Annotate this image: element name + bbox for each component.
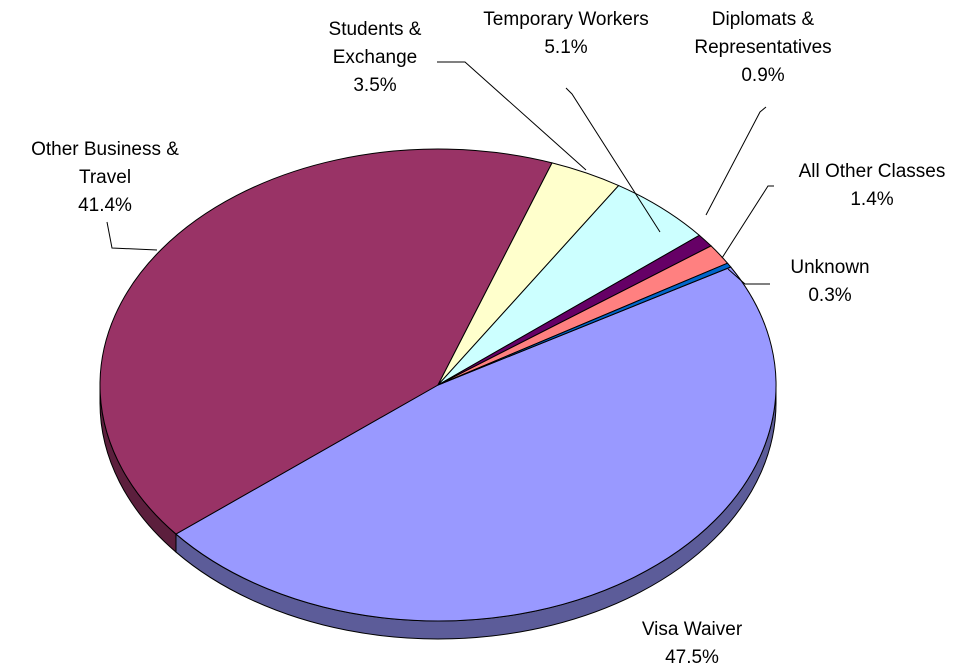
category-label: Visa Waiver (641, 619, 743, 640)
slice (437, 262, 732, 386)
category-label: All Other Classes (798, 161, 946, 182)
category-label: Other Business & Travel (31, 139, 179, 188)
slice-label: Diplomats & Representatives 0.9% (673, 6, 853, 90)
slice-label: All Other Classes 1.4% (767, 158, 971, 214)
category-label: Diplomats & Representatives (694, 9, 832, 58)
value-label: 47.5% (665, 647, 719, 668)
slice-label: Other Business & Travel 41.4% (0, 136, 215, 220)
leader-lines (106, 61, 774, 285)
value-label: 41.4% (78, 195, 132, 216)
slice (99, 148, 553, 535)
value-label: 0.9% (741, 65, 785, 86)
slice-label: Temporary Workers 5.1% (451, 6, 681, 62)
slice-label: Visa Waiver 47.5% (612, 616, 772, 672)
slice-tops (99, 148, 777, 622)
leader-line (437, 61, 587, 171)
value-label: 5.1% (544, 37, 588, 58)
category-label: Unknown (790, 257, 870, 278)
slice-label: Unknown 0.3% (770, 254, 890, 310)
leader-line (705, 106, 767, 216)
slices (99, 148, 777, 640)
leader-line (721, 185, 774, 259)
value-label: 0.3% (808, 285, 852, 306)
leader-line (727, 268, 770, 285)
leader-line (565, 87, 661, 233)
leader-line (106, 221, 158, 251)
slice (175, 266, 777, 622)
value-label: 3.5% (353, 75, 397, 96)
category-label: Temporary Workers (483, 9, 649, 30)
category-label: Students & Exchange (328, 19, 422, 68)
value-label: 1.4% (850, 189, 894, 210)
slice-label: Students & Exchange 3.5% (315, 16, 435, 100)
